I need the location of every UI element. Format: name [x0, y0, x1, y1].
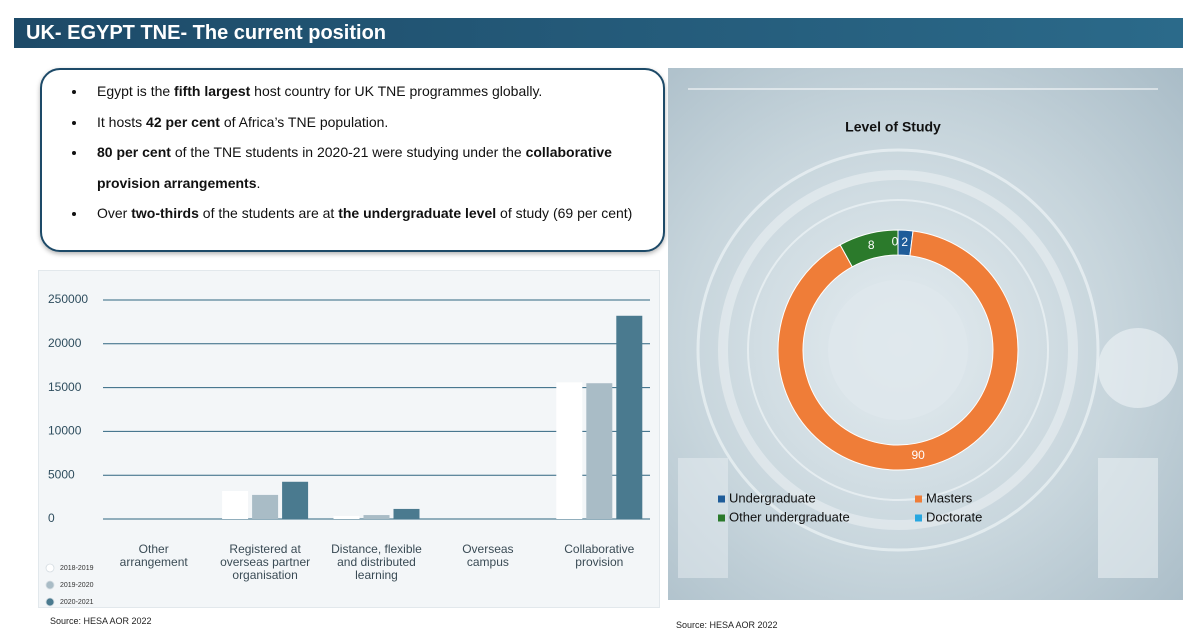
bullet-text: of the TNE students in 2020-21 were stud…	[170, 144, 526, 160]
x-tick-label: Collaborative provision	[564, 542, 635, 569]
bullet: Over two-thirds of the students are at t…	[87, 198, 643, 229]
y-tick-label: 10000	[48, 424, 82, 438]
bar	[222, 490, 249, 519]
source-note: Source: HESA AOR 2022	[50, 616, 152, 626]
legend-label: Masters	[926, 490, 973, 505]
bullet-list: Egypt is the fifth largest host country …	[42, 70, 663, 229]
data-label: 2	[901, 235, 908, 249]
slide-title: UK- EGYPT TNE- The current position	[14, 18, 1183, 48]
x-tick-label: Distance, flexible and distributed learn…	[331, 542, 422, 582]
legend-marker	[915, 514, 922, 522]
y-tick-label: 5000	[48, 467, 75, 481]
legend-marker	[45, 563, 55, 573]
bullet-text: fifth largest	[174, 83, 251, 99]
bullet-text: of study (69 per cent)	[496, 205, 633, 221]
y-tick-label: 15000	[48, 380, 82, 394]
bar	[616, 315, 643, 519]
data-label: 8	[868, 238, 875, 252]
bullet-text: 80 per cent	[97, 144, 171, 160]
bar	[282, 481, 309, 519]
chart-title: Level of Study	[845, 119, 941, 135]
donut-slice	[777, 230, 1019, 471]
legend-label: Doctorate	[926, 509, 982, 524]
data-label: 90	[911, 448, 925, 462]
legend-label: Undergraduate	[729, 490, 816, 505]
bar	[363, 515, 390, 519]
y-tick-label: 0	[48, 511, 55, 525]
bar	[586, 383, 613, 519]
bullet: It hosts 42 per cent of Africa’s TNE pop…	[87, 107, 643, 138]
source-note: Source: HESA AOR 2022	[676, 620, 778, 630]
decoration	[678, 88, 1178, 578]
y-tick-label: 250000	[48, 292, 88, 306]
x-tick-label: Overseas campus	[462, 542, 514, 569]
y-tick-label: 20000	[48, 336, 82, 350]
bullet-text: It hosts	[97, 113, 147, 130]
bar	[393, 508, 420, 519]
bullet-text: two-thirds	[131, 205, 199, 221]
legend-marker	[45, 580, 55, 590]
bullet-text: .	[256, 174, 261, 191]
bullet-text: host country for UK TNE programmes globa…	[250, 83, 543, 99]
legend-marker	[718, 495, 725, 503]
legend-label: Other undergraduate	[729, 509, 850, 524]
x-tick-label: Other arrangement	[119, 542, 188, 569]
bullet: Egypt is the fifth largest host country …	[87, 76, 643, 107]
legend-marker	[45, 597, 55, 607]
legend-marker	[718, 514, 725, 522]
bullet-text: the undergraduate level	[338, 205, 497, 221]
bullet-text: of Africa’s TNE population.	[219, 113, 389, 130]
bullet-text: of the students are at	[198, 205, 339, 221]
background-art	[668, 68, 1183, 600]
legend-marker	[915, 495, 922, 503]
bullet: 80 per cent of the TNE students in 2020-…	[87, 137, 643, 198]
legend-label: 2020-2021	[60, 599, 94, 606]
x-tick-label: Registered at overseas partner organisat…	[220, 542, 311, 582]
bullet-text: Egypt is the	[97, 83, 175, 99]
legend-label: 2019-2020	[60, 582, 94, 589]
legend-label: 2018-2019	[60, 565, 94, 572]
bar	[252, 494, 279, 519]
bullet-box: Egypt is the fifth largest host country …	[40, 68, 665, 252]
data-label: 0	[892, 235, 899, 249]
bullet-text: collaborative provision arrangements	[97, 144, 612, 191]
bar	[333, 515, 360, 519]
bullet-text: Over	[97, 205, 132, 221]
bar	[556, 382, 583, 519]
bullet-text: 42 per cent	[146, 113, 220, 130]
